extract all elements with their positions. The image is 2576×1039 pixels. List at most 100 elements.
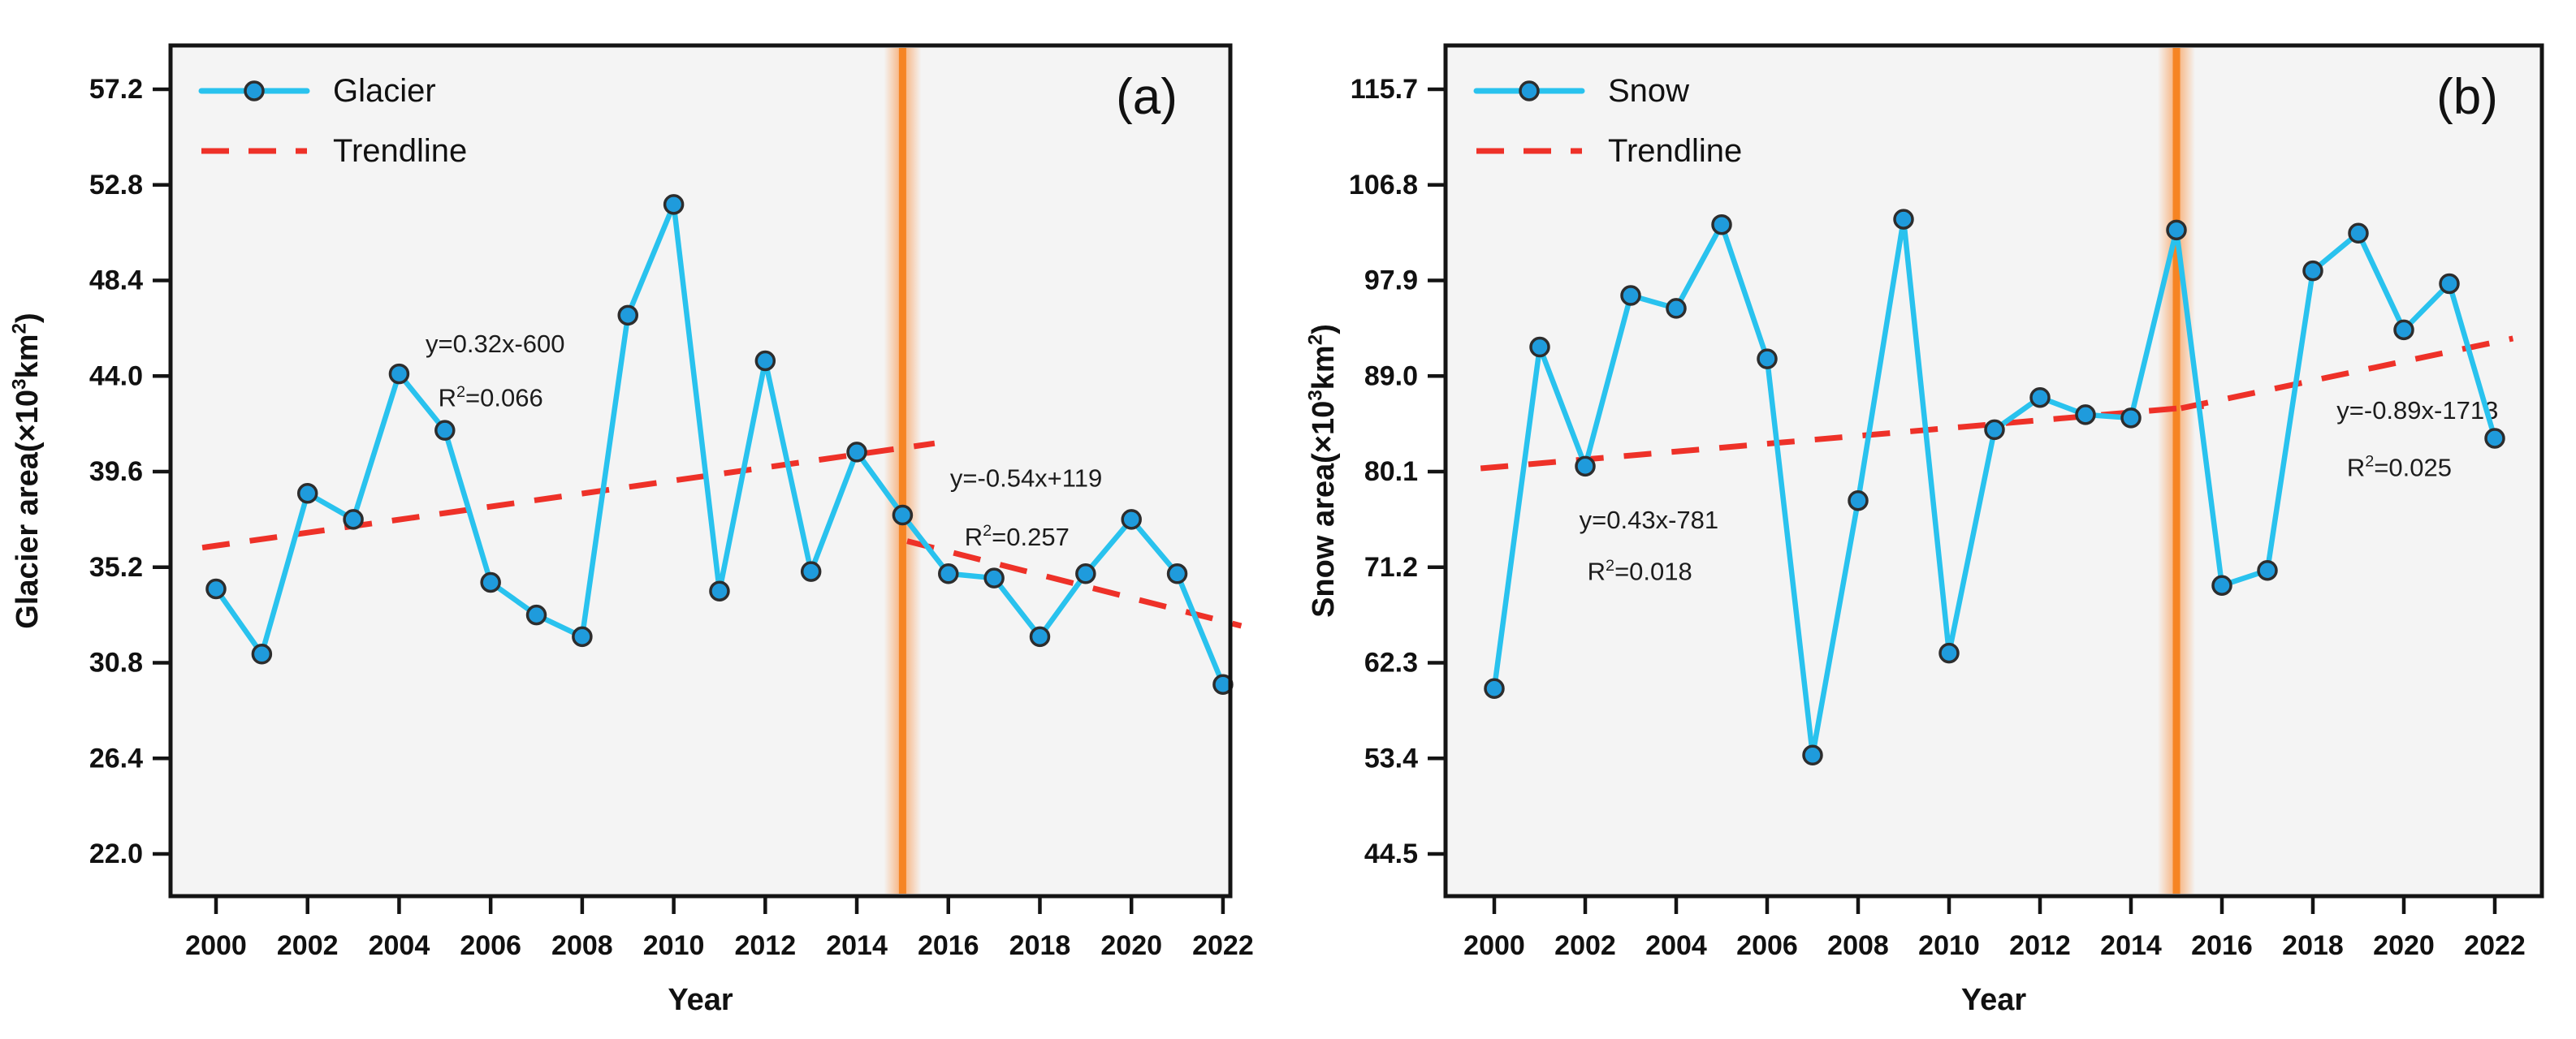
x-axis-title: Year <box>1961 983 2027 1017</box>
x-tick-label: 2010 <box>1918 930 1980 961</box>
data-point <box>1575 455 1596 477</box>
x-tick-label: 2010 <box>643 930 705 961</box>
legend-marker <box>1519 80 1540 101</box>
y-tick-label: 44.5 <box>1364 839 1418 869</box>
data-point <box>2257 559 2278 581</box>
y-tick-label: 89.0 <box>1364 360 1418 391</box>
data-point <box>525 604 547 626</box>
data-point <box>205 578 227 600</box>
legend-label: Trendline <box>1608 133 1742 169</box>
legend-label: Snow <box>1608 73 1689 109</box>
trendline <box>1480 403 2204 472</box>
data-point <box>1848 489 1869 511</box>
y-tick-label: 106.8 <box>1349 170 1418 200</box>
trend-r2: R2=0.025 <box>2347 453 2452 482</box>
x-tick-label: 2018 <box>1009 930 1071 961</box>
data-point <box>2029 386 2051 408</box>
y-tick-label: 115.7 <box>1351 74 1418 105</box>
data-point <box>709 580 730 601</box>
plot-frame <box>1443 43 2544 899</box>
y-axis-title: Glacier area(×103km2) <box>9 313 45 628</box>
data-point <box>2439 273 2460 295</box>
trendline <box>2180 335 2514 412</box>
legend-label: Trendline <box>333 133 467 169</box>
x-tick-label: 2018 <box>2282 930 2344 961</box>
x-tick-label: 2008 <box>1827 930 1889 961</box>
y-tick-label: 62.3 <box>1364 648 1418 679</box>
y-tick-label: 52.8 <box>89 170 143 200</box>
x-tick-label: 2000 <box>1463 930 1525 961</box>
highlight-band-core <box>2172 48 2181 894</box>
data-point <box>2120 407 2142 429</box>
data-point <box>2393 319 2414 341</box>
panel-label: (b) <box>2436 69 2498 125</box>
panel-label: (a) <box>1116 69 1178 125</box>
trendline <box>906 538 1243 629</box>
y-tick-label: 22.0 <box>89 839 143 869</box>
legend: Glacier Trendline <box>198 73 467 169</box>
y-tick-label: 53.4 <box>1364 743 1418 774</box>
data-point <box>1984 419 2005 441</box>
y-tick-label: 44.0 <box>89 360 143 391</box>
trendline <box>201 440 936 551</box>
trend-equation: y=0.43x-781 <box>1580 506 1718 534</box>
x-tick-label: 2006 <box>460 930 521 961</box>
legend-label: Glacier <box>333 73 436 109</box>
data-point <box>1529 336 1550 358</box>
y-tick-label: 39.6 <box>89 456 143 487</box>
y-tick-label: 35.2 <box>89 552 143 583</box>
data-point <box>892 504 914 526</box>
x-tick-label: 2022 <box>1192 930 1254 961</box>
x-tick-label: 2008 <box>551 930 613 961</box>
x-tick-label: 2002 <box>277 930 339 961</box>
data-point <box>2348 222 2369 244</box>
x-tick-label: 2016 <box>918 930 979 961</box>
data-point <box>983 567 1005 588</box>
data-point <box>1938 642 1960 664</box>
data-point <box>617 304 638 326</box>
data-point <box>343 509 364 530</box>
panel-a: 57.2 52.8 48.4 44.0 39.6 35.2 30.8 26.4 22.0 2000… <box>9 43 1254 1017</box>
highlight-band-core <box>898 48 906 894</box>
data-point <box>800 561 822 582</box>
data-point <box>938 563 959 584</box>
y-tick-label: 97.9 <box>1364 265 1418 296</box>
trend-r2: R2=0.018 <box>1588 557 1692 586</box>
data-point <box>434 420 456 441</box>
data-point <box>572 626 593 648</box>
trend-equation: y=-0.54x+119 <box>950 464 1102 493</box>
data-point <box>1029 626 1051 648</box>
data-point <box>754 350 776 372</box>
data-point <box>1075 563 1096 584</box>
data-point <box>296 483 318 504</box>
y-tick-label: 26.4 <box>89 743 143 774</box>
y-axis-title: Snow area(×103km2) <box>1305 324 1341 618</box>
y-tick-label: 48.4 <box>89 265 143 296</box>
plot-frame <box>168 43 1233 899</box>
data-point <box>1711 213 1732 235</box>
data-point <box>1893 209 1914 230</box>
trend-equation: y=-0.89x-1713 <box>2336 396 2498 425</box>
data-point <box>2075 404 2096 425</box>
x-tick-label: 2012 <box>2009 930 2071 961</box>
data-point <box>1666 298 1687 319</box>
panel-b: 115.7 106.8 97.9 89.0 80.1 71.2 62.3 53.4 44.5 20… <box>1305 43 2544 1017</box>
x-tick-label: 2020 <box>1100 930 1162 961</box>
x-tick-label: 2016 <box>2191 930 2253 961</box>
data-point <box>1620 285 1641 306</box>
data-point <box>2211 575 2232 596</box>
plot-area <box>1446 45 2542 896</box>
x-tick-label: 2004 <box>1645 930 1707 961</box>
data-point <box>251 644 273 665</box>
x-tick-label: 2006 <box>1736 930 1798 961</box>
trend-r2: R2=0.066 <box>439 383 543 412</box>
data-point <box>1757 348 1778 369</box>
x-axis-title: Year <box>668 983 733 1017</box>
x-tick-label: 2004 <box>369 930 430 961</box>
data-point <box>1121 509 1142 530</box>
y-tick-label: 71.2 <box>1364 552 1418 583</box>
trend-r2: R2=0.257 <box>965 522 1070 551</box>
y-tick-label: 30.8 <box>89 648 143 679</box>
